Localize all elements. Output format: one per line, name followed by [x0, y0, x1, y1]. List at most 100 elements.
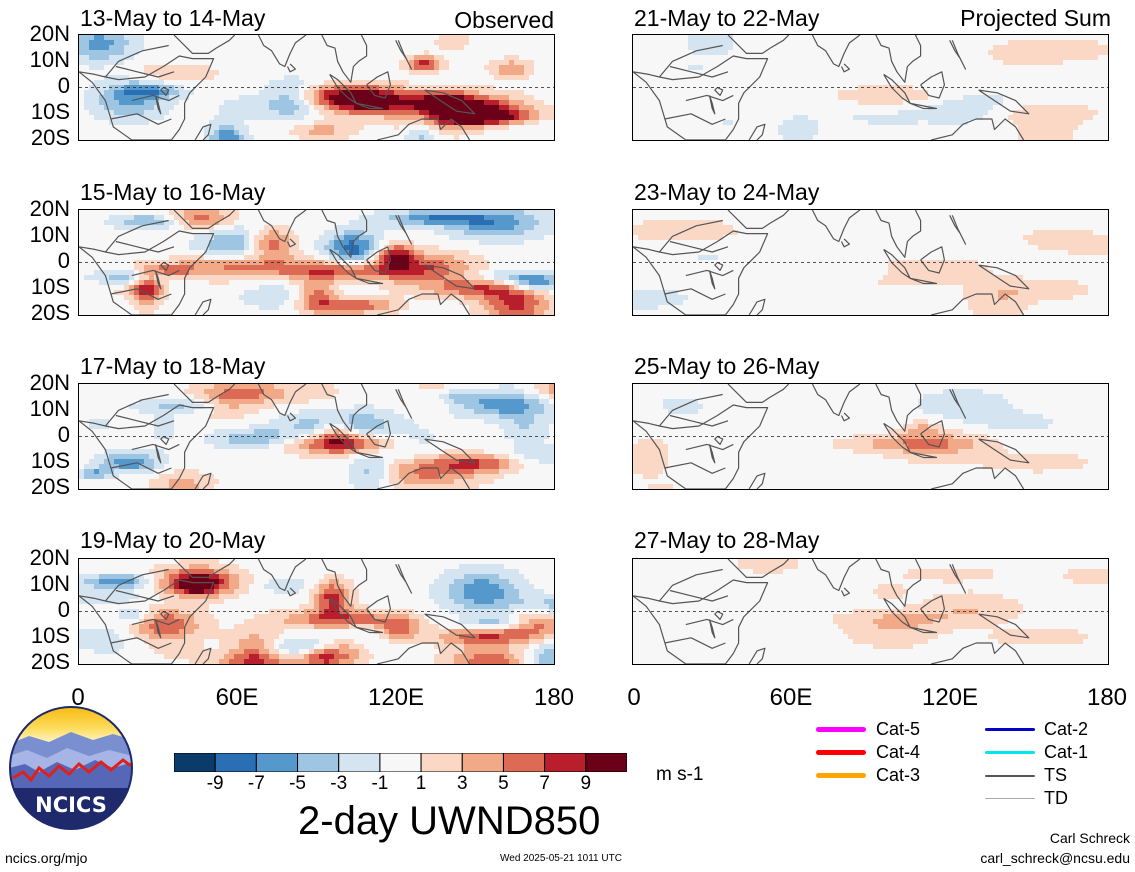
coastline — [160, 435, 170, 446]
coastline — [920, 420, 945, 448]
map-panel — [78, 383, 555, 490]
coastline — [366, 71, 391, 99]
coastline — [79, 230, 215, 315]
coastline — [931, 642, 1025, 664]
coastline — [79, 579, 215, 664]
coastline — [685, 94, 734, 102]
coastline — [978, 613, 1030, 639]
legend-cat4: Cat-4 — [876, 742, 921, 762]
coastline — [104, 393, 169, 427]
coastline — [840, 412, 850, 422]
footer-email[interactable]: carl_schreck@ncsu.edu — [980, 850, 1130, 866]
coastline — [286, 412, 296, 422]
coastline — [194, 472, 212, 489]
legend-cat2: Cat-2 — [1044, 719, 1089, 739]
coastline — [664, 637, 726, 649]
map-panel — [78, 558, 555, 665]
coastline — [875, 35, 922, 83]
coastline — [173, 559, 236, 578]
coastline — [355, 277, 384, 285]
coastline — [104, 568, 169, 602]
colorbar-box — [379, 753, 422, 772]
colorbar — [174, 753, 627, 772]
colorbar-label: -9 — [206, 773, 224, 794]
legend-line-td — [985, 798, 1035, 799]
coastline — [685, 269, 734, 277]
legend-line-cat4 — [816, 750, 866, 755]
coastline — [377, 642, 471, 664]
colorbar-box — [214, 753, 257, 772]
coastline — [424, 89, 476, 115]
coastline — [875, 384, 922, 432]
colorbar-box — [297, 753, 340, 772]
panel-title: 15-May to 16-May — [80, 179, 266, 205]
lat-label: 20S — [30, 474, 70, 499]
coastline — [286, 238, 296, 248]
lat-label: 0 — [57, 597, 70, 622]
footer-author: Carl Schreck — [1049, 830, 1130, 846]
lat-label: 10N — [29, 222, 70, 247]
map-panel — [78, 209, 555, 316]
coastline — [920, 71, 945, 99]
lon-label: 180 — [1086, 684, 1128, 711]
legend-line-ts — [985, 775, 1035, 777]
coastline — [727, 559, 790, 578]
coastline — [748, 647, 766, 664]
coastline — [875, 210, 922, 258]
coastline — [658, 219, 723, 253]
colorbar-label: -1 — [371, 773, 389, 794]
lat-label: 10N — [29, 571, 70, 596]
coastline — [633, 230, 769, 315]
coastline — [714, 261, 724, 272]
legend-cat1: Cat-1 — [1044, 742, 1089, 762]
coastline — [173, 35, 236, 54]
lat-label: 0 — [57, 248, 70, 273]
lon-label: 60E — [215, 684, 259, 711]
coastline — [708, 95, 716, 115]
coastline — [355, 626, 384, 634]
coastline — [748, 298, 766, 315]
map-panel — [632, 558, 1109, 665]
coastline — [321, 35, 368, 83]
coastline — [366, 595, 391, 623]
lat-label: 20S — [30, 300, 70, 325]
panel-title: 21-May to 22-May — [634, 5, 820, 31]
coastline — [633, 55, 769, 140]
coastline — [664, 113, 726, 125]
lon-label: 120E — [367, 684, 425, 711]
coastline — [257, 384, 307, 417]
panel-title: 25-May to 26-May — [634, 353, 820, 379]
coastline — [110, 113, 172, 125]
lat-label: 0 — [57, 422, 70, 447]
legend-line-cat5 — [816, 727, 866, 732]
logo-text: NCICS — [35, 793, 107, 817]
coastline — [424, 264, 476, 290]
coastline — [669, 240, 729, 253]
coastline — [949, 40, 967, 70]
coastline — [104, 219, 169, 253]
panel-title: 19-May to 20-May — [80, 527, 266, 553]
coastline — [658, 44, 723, 78]
coastline — [115, 240, 175, 253]
coastline — [321, 559, 368, 607]
coastline — [978, 89, 1030, 115]
coastline — [811, 384, 861, 417]
coastline — [811, 559, 861, 592]
panel-corner-label: Projected Sum — [960, 5, 1111, 31]
lat-label: 20S — [30, 649, 70, 674]
coastline — [366, 420, 391, 448]
lat-label: 0 — [57, 73, 70, 98]
coastline — [664, 462, 726, 474]
coastline — [115, 589, 175, 602]
coastline — [115, 414, 175, 427]
footer-url[interactable]: ncics.org/mjo — [5, 850, 88, 866]
coastline — [685, 618, 734, 626]
coastline — [658, 568, 723, 602]
main-title: 2-day UWND850 — [298, 799, 601, 843]
map-panel — [78, 34, 555, 141]
coastline — [395, 40, 413, 70]
colorbar-box — [544, 753, 587, 772]
coastline — [909, 102, 938, 110]
colorbar-box — [174, 753, 216, 772]
coastline — [194, 298, 212, 315]
